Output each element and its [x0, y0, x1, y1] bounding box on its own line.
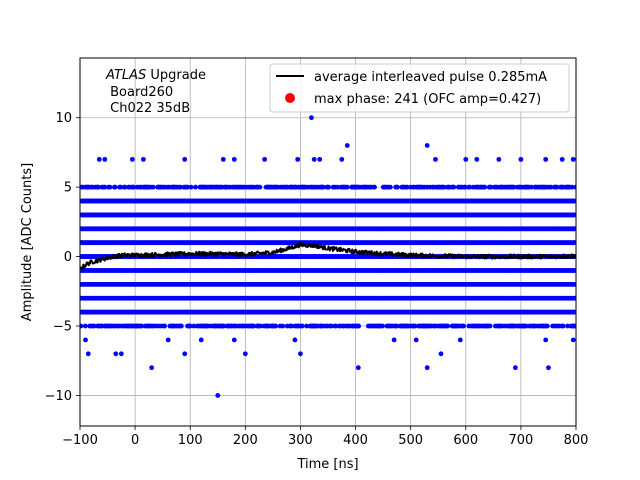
sample-point — [573, 281, 576, 287]
sample-point — [573, 295, 576, 301]
sample-point — [573, 309, 576, 315]
